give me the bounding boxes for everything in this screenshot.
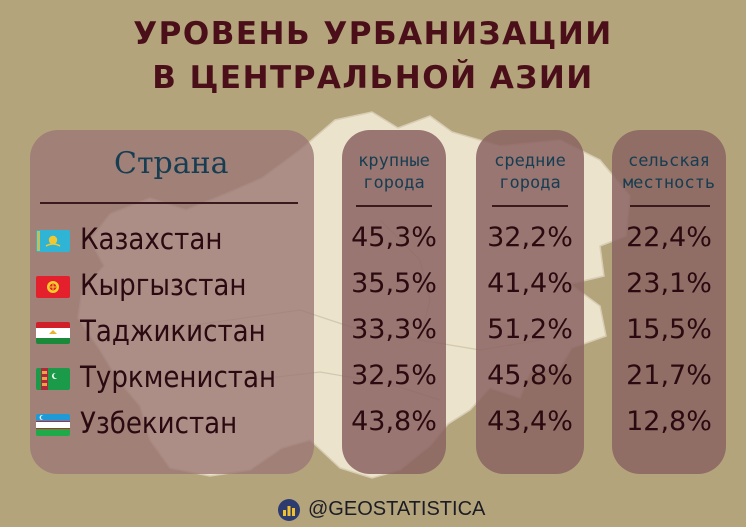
- large-cities-header-divider: [356, 205, 432, 207]
- country-name: Казахстан: [80, 222, 223, 256]
- bar-chart-logo-icon: [278, 499, 300, 521]
- large-cities-value: 32,5%: [351, 360, 437, 391]
- medium-cities-value: 41,4%: [487, 268, 573, 299]
- title-line-2: В ЦЕНТРАЛЬНОЙ АЗИИ: [152, 60, 594, 96]
- large-cities-value: 33,3%: [351, 314, 437, 345]
- country-header-divider: [40, 202, 298, 204]
- large-cities-value: 45,3%: [351, 222, 437, 253]
- rural-value: 12,8%: [626, 406, 712, 437]
- rural-header: сельская местность: [612, 150, 726, 194]
- kazakhstan-flag-icon: [36, 230, 70, 252]
- country-name: Туркменистан: [80, 360, 277, 394]
- medium-cities-value: 45,8%: [487, 360, 573, 391]
- footer-handle[interactable]: @GEOSTATISTICA: [308, 498, 486, 520]
- medium-cities-header-divider: [492, 205, 568, 207]
- rural-column-panel: [612, 130, 726, 474]
- table-row: Туркменистан 32,5% 45,8% 21,7%: [0, 360, 746, 404]
- medium-cities-value: 43,4%: [487, 406, 573, 437]
- footer: @GEOSTATISTICA: [0, 496, 746, 524]
- rural-header-line1: сельская: [628, 151, 710, 171]
- country-header: Страна: [114, 146, 229, 181]
- medium-cities-value: 32,2%: [487, 222, 573, 253]
- rural-header-line2: местность: [622, 173, 716, 193]
- table-row: Узбекистан 43,8% 43,4% 12,8%: [0, 406, 746, 450]
- large-cities-value: 43,8%: [351, 406, 437, 437]
- table-row: Кыргызстан 35,5% 41,4% 23,1%: [0, 268, 746, 312]
- rural-value: 21,7%: [626, 360, 712, 391]
- large-cities-value: 35,5%: [351, 268, 437, 299]
- tajikistan-flag-icon: [36, 322, 70, 344]
- medium-cities-header-line2: города: [499, 173, 561, 193]
- large-cities-column-panel: [342, 130, 446, 474]
- country-name: Узбекистан: [80, 406, 238, 440]
- rural-value: 22,4%: [626, 222, 712, 253]
- rural-header-divider: [630, 205, 710, 207]
- turkmenistan-flag-icon: [36, 368, 70, 390]
- kyrgyzstan-flag-icon: [36, 276, 70, 298]
- country-column-panel: [30, 130, 314, 474]
- large-cities-header-line2: города: [363, 173, 425, 193]
- rural-value: 15,5%: [626, 314, 712, 345]
- medium-cities-column-panel: [476, 130, 584, 474]
- country-name: Таджикистан: [80, 314, 266, 348]
- large-cities-header: крупные города: [342, 150, 446, 194]
- medium-cities-value: 51,2%: [487, 314, 573, 345]
- medium-cities-header-line1: средние: [494, 151, 566, 171]
- table-row: Таджикистан 33,3% 51,2% 15,5%: [0, 314, 746, 358]
- title-line-1: УРОВЕНЬ УРБАНИЗАЦИИ: [133, 16, 613, 52]
- rural-value: 23,1%: [626, 268, 712, 299]
- uzbekistan-flag-icon: [36, 414, 70, 436]
- table-row: Казахстан 45,3% 32,2% 22,4%: [0, 222, 746, 266]
- large-cities-header-line1: крупные: [358, 151, 430, 171]
- medium-cities-header: средние города: [476, 150, 584, 194]
- country-name: Кыргызстан: [80, 268, 247, 302]
